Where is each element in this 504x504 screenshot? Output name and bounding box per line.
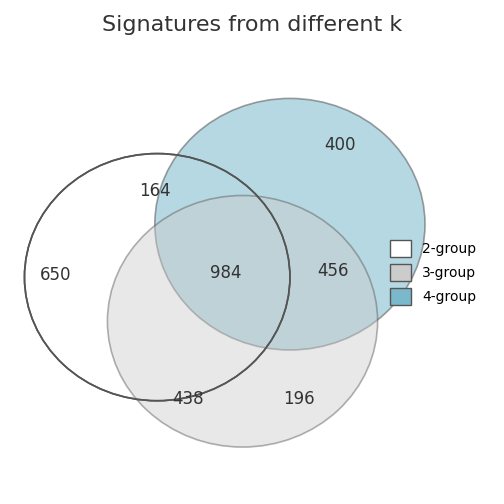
Text: 196: 196 xyxy=(284,390,315,408)
Text: 164: 164 xyxy=(139,182,171,200)
Text: 456: 456 xyxy=(317,262,348,280)
Text: 400: 400 xyxy=(324,136,355,154)
Text: 438: 438 xyxy=(172,390,204,408)
Legend: 2-group, 3-group, 4-group: 2-group, 3-group, 4-group xyxy=(385,235,482,310)
Circle shape xyxy=(155,98,425,350)
Text: 650: 650 xyxy=(39,266,71,284)
Circle shape xyxy=(107,196,377,447)
Title: Signatures from different k: Signatures from different k xyxy=(102,15,402,35)
Text: 984: 984 xyxy=(210,264,242,282)
